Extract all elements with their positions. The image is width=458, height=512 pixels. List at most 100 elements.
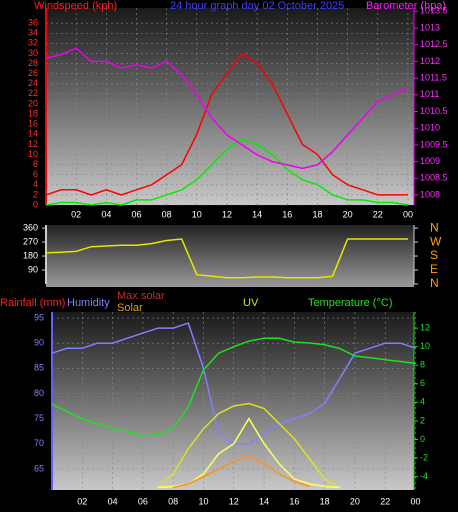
y2-tick-label: E bbox=[430, 262, 438, 276]
y2-tick-label: 1011.5 bbox=[420, 72, 447, 82]
series-line bbox=[173, 455, 310, 489]
x-tick-label: 22 bbox=[373, 209, 383, 219]
y-tick-label: 16 bbox=[28, 119, 38, 129]
plot-area bbox=[46, 8, 414, 205]
y-tick-label: 20 bbox=[28, 98, 38, 108]
plot-area bbox=[46, 225, 414, 287]
y2-tick-label: 10 bbox=[420, 341, 430, 351]
y2-tick-label: 12 bbox=[420, 323, 430, 333]
y2-tick-label: 1009.5 bbox=[420, 139, 448, 149]
y2-tick-label: 0 bbox=[420, 434, 425, 444]
y2-tick-label: N bbox=[430, 276, 439, 290]
y-tick-label: 34 bbox=[28, 28, 38, 38]
series-line bbox=[45, 138, 409, 206]
x-tick-label: 10 bbox=[192, 209, 202, 219]
x-tick-label: 14 bbox=[259, 496, 269, 506]
series-line bbox=[51, 337, 416, 437]
y2-tick-label: 1010.5 bbox=[420, 106, 448, 116]
y-tick-label: 2 bbox=[33, 189, 38, 199]
y-tick-label: 26 bbox=[28, 68, 38, 78]
y-tick-label: 36 bbox=[28, 18, 38, 28]
y-tick-label: 28 bbox=[28, 58, 38, 68]
x-tick-label: 02 bbox=[71, 209, 81, 219]
y-tick-label: 22 bbox=[28, 88, 38, 98]
x-tick-label: 04 bbox=[108, 496, 118, 506]
y2-tick-label: 2 bbox=[420, 415, 425, 425]
series-line bbox=[157, 402, 341, 489]
x-tick-label: 10 bbox=[198, 496, 208, 506]
x-tick-label: 02 bbox=[77, 496, 87, 506]
y-tick-label: 0 bbox=[33, 199, 38, 209]
y2-tick-label: 1012 bbox=[420, 56, 440, 66]
x-tick-label: 00 bbox=[411, 496, 421, 506]
x-tick-label: 16 bbox=[282, 209, 292, 219]
y-tick-label: 6 bbox=[33, 169, 38, 179]
plot-area bbox=[52, 312, 414, 490]
y2-axis-label: Barometer (hpa) bbox=[366, 0, 446, 12]
y-tick-label: 30 bbox=[28, 48, 38, 58]
x-tick-label: 18 bbox=[320, 496, 330, 506]
y-tick-label: 90 bbox=[28, 264, 38, 274]
y2-tick-label: 1013.5 bbox=[420, 6, 448, 16]
x-tick-label: 18 bbox=[312, 209, 322, 219]
x-tick-label: 06 bbox=[131, 209, 141, 219]
y-tick-label: 10 bbox=[28, 149, 38, 159]
y-tick-label: 18 bbox=[28, 108, 38, 118]
y-tick-label: 32 bbox=[28, 38, 38, 48]
y-tick-label: 85 bbox=[34, 363, 44, 373]
y2-tick-label: S bbox=[430, 248, 438, 262]
y-tick-label: 70 bbox=[34, 438, 44, 448]
y2-tick-label: N bbox=[430, 220, 439, 234]
x-tick-label: 08 bbox=[162, 209, 172, 219]
y2-tick-label: 1009 bbox=[420, 156, 440, 166]
y2-tick-label: 4 bbox=[420, 397, 425, 407]
legend-label: Max solar bbox=[117, 290, 165, 302]
x-tick-label: 00 bbox=[403, 209, 413, 219]
x-tick-label: 06 bbox=[138, 496, 148, 506]
x-tick-label: 14 bbox=[252, 209, 262, 219]
y-tick-label: 4 bbox=[33, 179, 38, 189]
y-tick-label: 360 bbox=[23, 222, 38, 232]
legend-label: UV bbox=[243, 297, 259, 309]
y-tick-label: 180 bbox=[23, 250, 38, 260]
y2-tick-label: -4 bbox=[420, 471, 428, 481]
y2-tick-label: 6 bbox=[420, 378, 425, 388]
x-tick-label: 22 bbox=[380, 496, 390, 506]
y2-tick-label: 1008.5 bbox=[420, 173, 448, 183]
x-tick-label: 08 bbox=[168, 496, 178, 506]
legend-label: Humidity bbox=[67, 297, 110, 309]
y2-tick-label: 1012.5 bbox=[420, 39, 448, 49]
series-line bbox=[45, 52, 408, 196]
x-tick-label: 20 bbox=[343, 209, 353, 219]
y-tick-label: 65 bbox=[34, 463, 44, 473]
x-tick-label: 12 bbox=[229, 496, 239, 506]
y-tick-label: 80 bbox=[34, 388, 44, 398]
y2-tick-label: 8 bbox=[420, 360, 425, 370]
y2-tick-label: W bbox=[430, 234, 442, 248]
series-line bbox=[45, 47, 409, 170]
y2-tick-label: 1011 bbox=[420, 89, 439, 99]
y-tick-label: 95 bbox=[34, 312, 44, 322]
y-tick-label: 12 bbox=[28, 139, 38, 149]
legend-label: Temperature (°C) bbox=[308, 297, 392, 309]
legend-label: Solar bbox=[117, 302, 143, 314]
y2-tick-label: 1010 bbox=[420, 123, 440, 133]
legend-label: Rainfall (mm) bbox=[0, 297, 65, 309]
y-tick-label: 90 bbox=[34, 338, 44, 348]
series-line bbox=[45, 238, 408, 279]
y-tick-label: 270 bbox=[23, 236, 38, 246]
y-axis-label: Windspeed (kph) bbox=[34, 0, 117, 12]
x-tick-label: 20 bbox=[350, 496, 360, 506]
y2-tick-label: 1013 bbox=[420, 22, 440, 32]
y-tick-label: 24 bbox=[28, 78, 38, 88]
y-tick-label: 14 bbox=[28, 129, 38, 139]
x-tick-label: 04 bbox=[101, 209, 111, 219]
y2-tick-label: -2 bbox=[420, 452, 428, 462]
chart-title: 24 hour graph day 02 October 2025 bbox=[170, 0, 344, 12]
y-tick-label: 75 bbox=[34, 413, 44, 423]
x-tick-label: 16 bbox=[289, 496, 299, 506]
y-tick-label: 8 bbox=[33, 159, 38, 169]
y2-tick-label: 1008 bbox=[420, 189, 440, 199]
